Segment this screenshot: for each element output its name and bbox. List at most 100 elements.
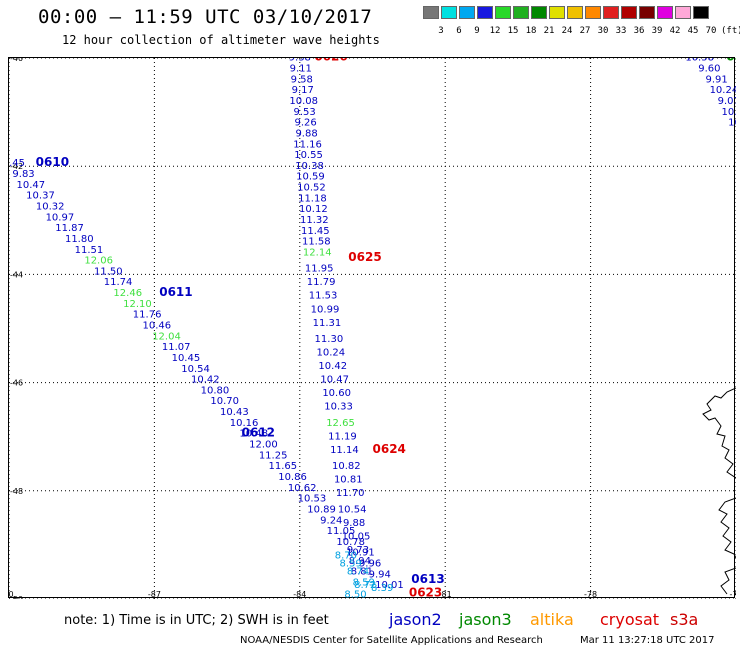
legend-label: 9 xyxy=(474,26,480,36)
lat-tick-label: -46 xyxy=(10,379,23,388)
swh-label: 12.10 xyxy=(123,299,152,310)
swh-label: 12.46 xyxy=(113,288,142,299)
pass-label: 0624 xyxy=(373,442,406,456)
swh-label: 9.07 xyxy=(718,96,736,107)
swh-label: 12.14 xyxy=(303,247,332,258)
swh-label: 11.31 xyxy=(313,318,342,329)
swh-label: 10.82 xyxy=(332,461,361,472)
swh-label: 10.52 xyxy=(297,183,326,194)
swh-label: 10.33 xyxy=(324,402,353,413)
swh-label: 10.89 xyxy=(307,504,336,515)
legend-label: 24 xyxy=(561,26,573,36)
swh-label: 11.95 xyxy=(305,264,334,275)
swh-label: 9.94 xyxy=(369,569,391,580)
swh-label: 9.96 xyxy=(359,559,381,570)
swh-label: 10.53 xyxy=(298,494,327,505)
swh-label: 10.43 xyxy=(220,407,249,418)
swh-label: 9.26 xyxy=(294,118,316,129)
swh-label: 10.42 xyxy=(318,361,347,372)
legend-label: 15 xyxy=(507,26,519,36)
swh-label: 11.30 xyxy=(315,334,344,345)
swh-label: 11.50 xyxy=(94,266,123,277)
legend-label: 33 xyxy=(615,26,627,36)
footnote: note: 1) Time is in UTC; 2) SWH is in fe… xyxy=(64,613,329,628)
lon-tick-label: -84 xyxy=(293,590,306,599)
swh-label: 11.05 xyxy=(327,526,356,537)
swh-label: 11.79 xyxy=(307,277,336,288)
lat-tick-label: -42 xyxy=(10,162,23,171)
swh-label: 11.07 xyxy=(162,342,191,353)
legend-label: 42 xyxy=(669,26,681,36)
legend-label: 27 xyxy=(579,26,591,36)
swh-label: 9.24 xyxy=(320,515,342,526)
legend-swatch xyxy=(693,6,709,19)
swh-label: 10.86 xyxy=(278,472,307,483)
lon-tick-label: -81 xyxy=(439,590,452,599)
swh-label: 10.59 xyxy=(296,172,325,183)
swh-label: 10.08 xyxy=(289,96,318,107)
swh-label: 10.60 xyxy=(322,388,351,399)
swh-label: 10.37 xyxy=(26,191,55,202)
swh-label: 10.46 xyxy=(143,321,172,332)
satellite-s3a: s3a xyxy=(670,610,699,629)
swh-label: 10.24 xyxy=(316,348,345,359)
lon-tick-label: -90 xyxy=(9,590,14,599)
swh-label: 8.72 xyxy=(354,580,376,591)
swh-label: 8.59 xyxy=(340,559,362,570)
swh-label: 8.50 xyxy=(344,589,366,599)
swh-label: 9.88 xyxy=(295,128,317,139)
swh-label: 10.80 xyxy=(201,385,230,396)
legend-label: 12 xyxy=(489,26,501,36)
swh-label: 10.58 xyxy=(685,58,714,64)
swh-label: 8.39 xyxy=(371,583,393,594)
pass-label: 0626 xyxy=(314,58,347,64)
swh-label: 10.47 xyxy=(320,375,349,386)
swh-label: 9.83 xyxy=(12,169,34,180)
swh-label: 10.91 xyxy=(346,548,375,559)
swh-label: 11.74 xyxy=(104,277,133,288)
swh-label: 10.4 xyxy=(721,107,736,118)
map-title: 00:00 – 11:59 UTC 03/10/2017 xyxy=(38,6,373,28)
swh-label: 11.18 xyxy=(298,193,327,204)
legend-label: 21 xyxy=(543,26,555,36)
map-subtitle: 12 hour collection of altimeter wave hei… xyxy=(62,33,380,47)
swh-label: 10.62 xyxy=(288,483,317,494)
swh-label: 10.12 xyxy=(299,204,328,215)
swh-label: 12.00 xyxy=(249,440,278,451)
legend-swatch xyxy=(423,6,439,19)
swh-label: 9.73 xyxy=(347,545,369,556)
legend-label: 45 xyxy=(687,26,699,36)
swh-label: 9.53 xyxy=(294,107,316,118)
legend-swatch xyxy=(459,6,475,19)
swh-label: 11.76 xyxy=(133,310,162,321)
swh-label: 11.87 xyxy=(55,223,84,234)
lon-tick-label: -87 xyxy=(148,590,161,599)
pass-label: 0623 xyxy=(409,585,442,599)
lat-tick-label: -48 xyxy=(10,487,23,496)
legend-swatch xyxy=(477,6,493,19)
map-svg: -90 -87 -84 -81 -78 -75 -40 -42 -44 -46 -48 -50 9.45… xyxy=(9,58,736,599)
swh-label: 8.70 xyxy=(335,550,357,561)
swh-label: 10.55 xyxy=(294,150,323,161)
legend-label: 18 xyxy=(525,26,537,36)
swh-label: 11.53 xyxy=(309,291,338,302)
pass-label: 0612 xyxy=(242,426,275,440)
swh-label: 11.51 xyxy=(75,245,104,256)
legend-label: 30 xyxy=(597,26,609,36)
swh-label: 10.42 xyxy=(191,375,220,386)
swh-label: 9.58 xyxy=(291,74,313,85)
swh-label: 11.14 xyxy=(330,445,359,456)
swh-label: 11.25 xyxy=(259,450,288,461)
swh-label: 9.91 xyxy=(705,74,727,85)
swh-label: 10.78 xyxy=(336,537,365,548)
swh-label: 10.54 xyxy=(181,364,210,375)
legend-swatch xyxy=(657,6,673,19)
swh-label: 10.38 xyxy=(295,161,324,172)
swh-label: 10.97 xyxy=(46,212,75,223)
satellite-jason2: jason2 xyxy=(389,610,442,629)
swh-label: 10.54 xyxy=(338,504,367,515)
legend-swatch xyxy=(549,6,565,19)
swh-label: 9.60 xyxy=(698,64,720,75)
swh-label: 10.16 xyxy=(230,418,259,429)
swh-label: 9.38 xyxy=(289,58,311,64)
